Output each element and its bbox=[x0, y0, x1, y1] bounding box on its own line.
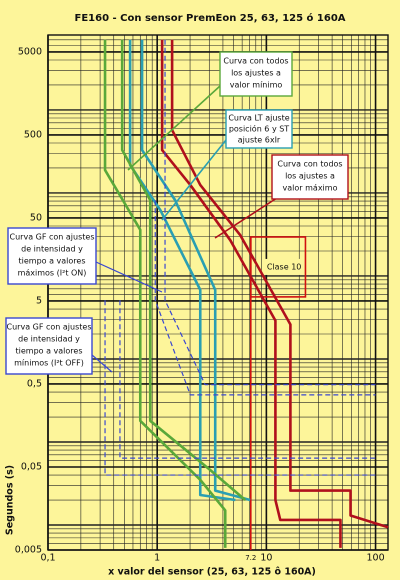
curve bbox=[140, 39, 251, 502]
annotation: Curva con todos los ajustes a valor míni… bbox=[127, 51, 293, 171]
annotation-text: Curva con todos bbox=[277, 160, 342, 169]
annotation: Curva LT ajuste posición 6 y ST ajuste 6… bbox=[161, 109, 293, 221]
arrow bbox=[127, 85, 221, 171]
y-tick-label: 0,5 bbox=[27, 378, 42, 389]
annotation-text: valor máximo bbox=[283, 184, 338, 193]
plot-frame bbox=[47, 34, 389, 551]
annotation-text: de intensidad y bbox=[18, 335, 80, 344]
y-tick-label: 500 bbox=[24, 129, 42, 140]
annotation-box bbox=[271, 154, 349, 200]
annotation-box bbox=[225, 109, 293, 149]
curve bbox=[128, 39, 236, 502]
curve bbox=[160, 39, 342, 548]
chart-title: FE160 - Con sensor PremEon 25, 63, 125 ó… bbox=[74, 12, 345, 24]
annotation: Curva GF con ajustes de intensidad y tie… bbox=[5, 317, 113, 375]
annotation-text: valor mínimo bbox=[230, 81, 283, 90]
annotation-text: los ajustes a bbox=[231, 69, 281, 78]
y-tick-label: 50 bbox=[30, 212, 42, 223]
arrow bbox=[91, 354, 113, 373]
annotation-box bbox=[7, 227, 97, 285]
annotation-text: ajuste 6xIr bbox=[238, 136, 281, 145]
grid: 0,1 1 10 100 5000 500 50 5 0,5 0,05 0,005 bbox=[15, 34, 389, 564]
curve bbox=[170, 39, 389, 529]
y-tick-label: 0,005 bbox=[15, 545, 42, 556]
arrow bbox=[95, 261, 163, 293]
curve bbox=[164, 39, 376, 386]
arrow bbox=[161, 139, 227, 221]
annotation-text: los ajustes a bbox=[285, 172, 335, 181]
annotation-text: posición 6 y ST bbox=[229, 124, 289, 134]
curve bbox=[120, 39, 247, 502]
annotation-text: tiempo a valores bbox=[16, 347, 83, 356]
annotation-box bbox=[219, 51, 293, 97]
annotation-text: máximos (I²t ON) bbox=[18, 269, 87, 278]
annotations: Curva con todos los ajustes a valor míni… bbox=[5, 51, 349, 375]
curve bbox=[103, 39, 227, 548]
curve bbox=[119, 300, 376, 459]
x-tick-label: 0,1 bbox=[40, 553, 55, 564]
y-tick-label: 5 bbox=[36, 295, 42, 306]
annotation-text: Curva GF con ajustes bbox=[7, 323, 92, 332]
marker-label: 7.2 bbox=[245, 554, 256, 562]
annotation-text: mínimos (I²t OFF) bbox=[14, 359, 84, 368]
x-tick-label: 100 bbox=[366, 553, 384, 564]
curve bbox=[104, 300, 376, 476]
annotation-text: de intensidad y bbox=[21, 245, 83, 254]
x-axis-label: x valor del sensor (25, 63, 125 ô 160A) bbox=[108, 567, 316, 578]
y-tick-label: 0,05 bbox=[21, 461, 42, 472]
annotation: Curva GF con ajustes de intensidad y tie… bbox=[7, 227, 163, 293]
annotation-text: Curva LT ajuste bbox=[228, 114, 289, 123]
annotation-text: tiempo a valores bbox=[19, 257, 86, 266]
x-tick-label: 10 bbox=[260, 553, 272, 564]
curve bbox=[154, 200, 376, 396]
marks: Clase 10 7.2 bbox=[103, 39, 389, 562]
annotation: Curva con todos los ajustes a valor máxi… bbox=[214, 154, 349, 239]
annotation-box bbox=[5, 317, 93, 375]
arrow bbox=[214, 195, 281, 239]
x-tick-label: 1 bbox=[154, 553, 160, 564]
class-label: Clase 10 bbox=[267, 262, 302, 271]
y-axis-label: Segundos (s) bbox=[5, 465, 16, 535]
annotation-text: Curva GF con ajustes bbox=[10, 233, 95, 242]
y-tick-label: 5000 bbox=[18, 46, 42, 57]
annotation-text: Curva con todos bbox=[223, 57, 288, 66]
class-label-bg bbox=[264, 258, 304, 275]
